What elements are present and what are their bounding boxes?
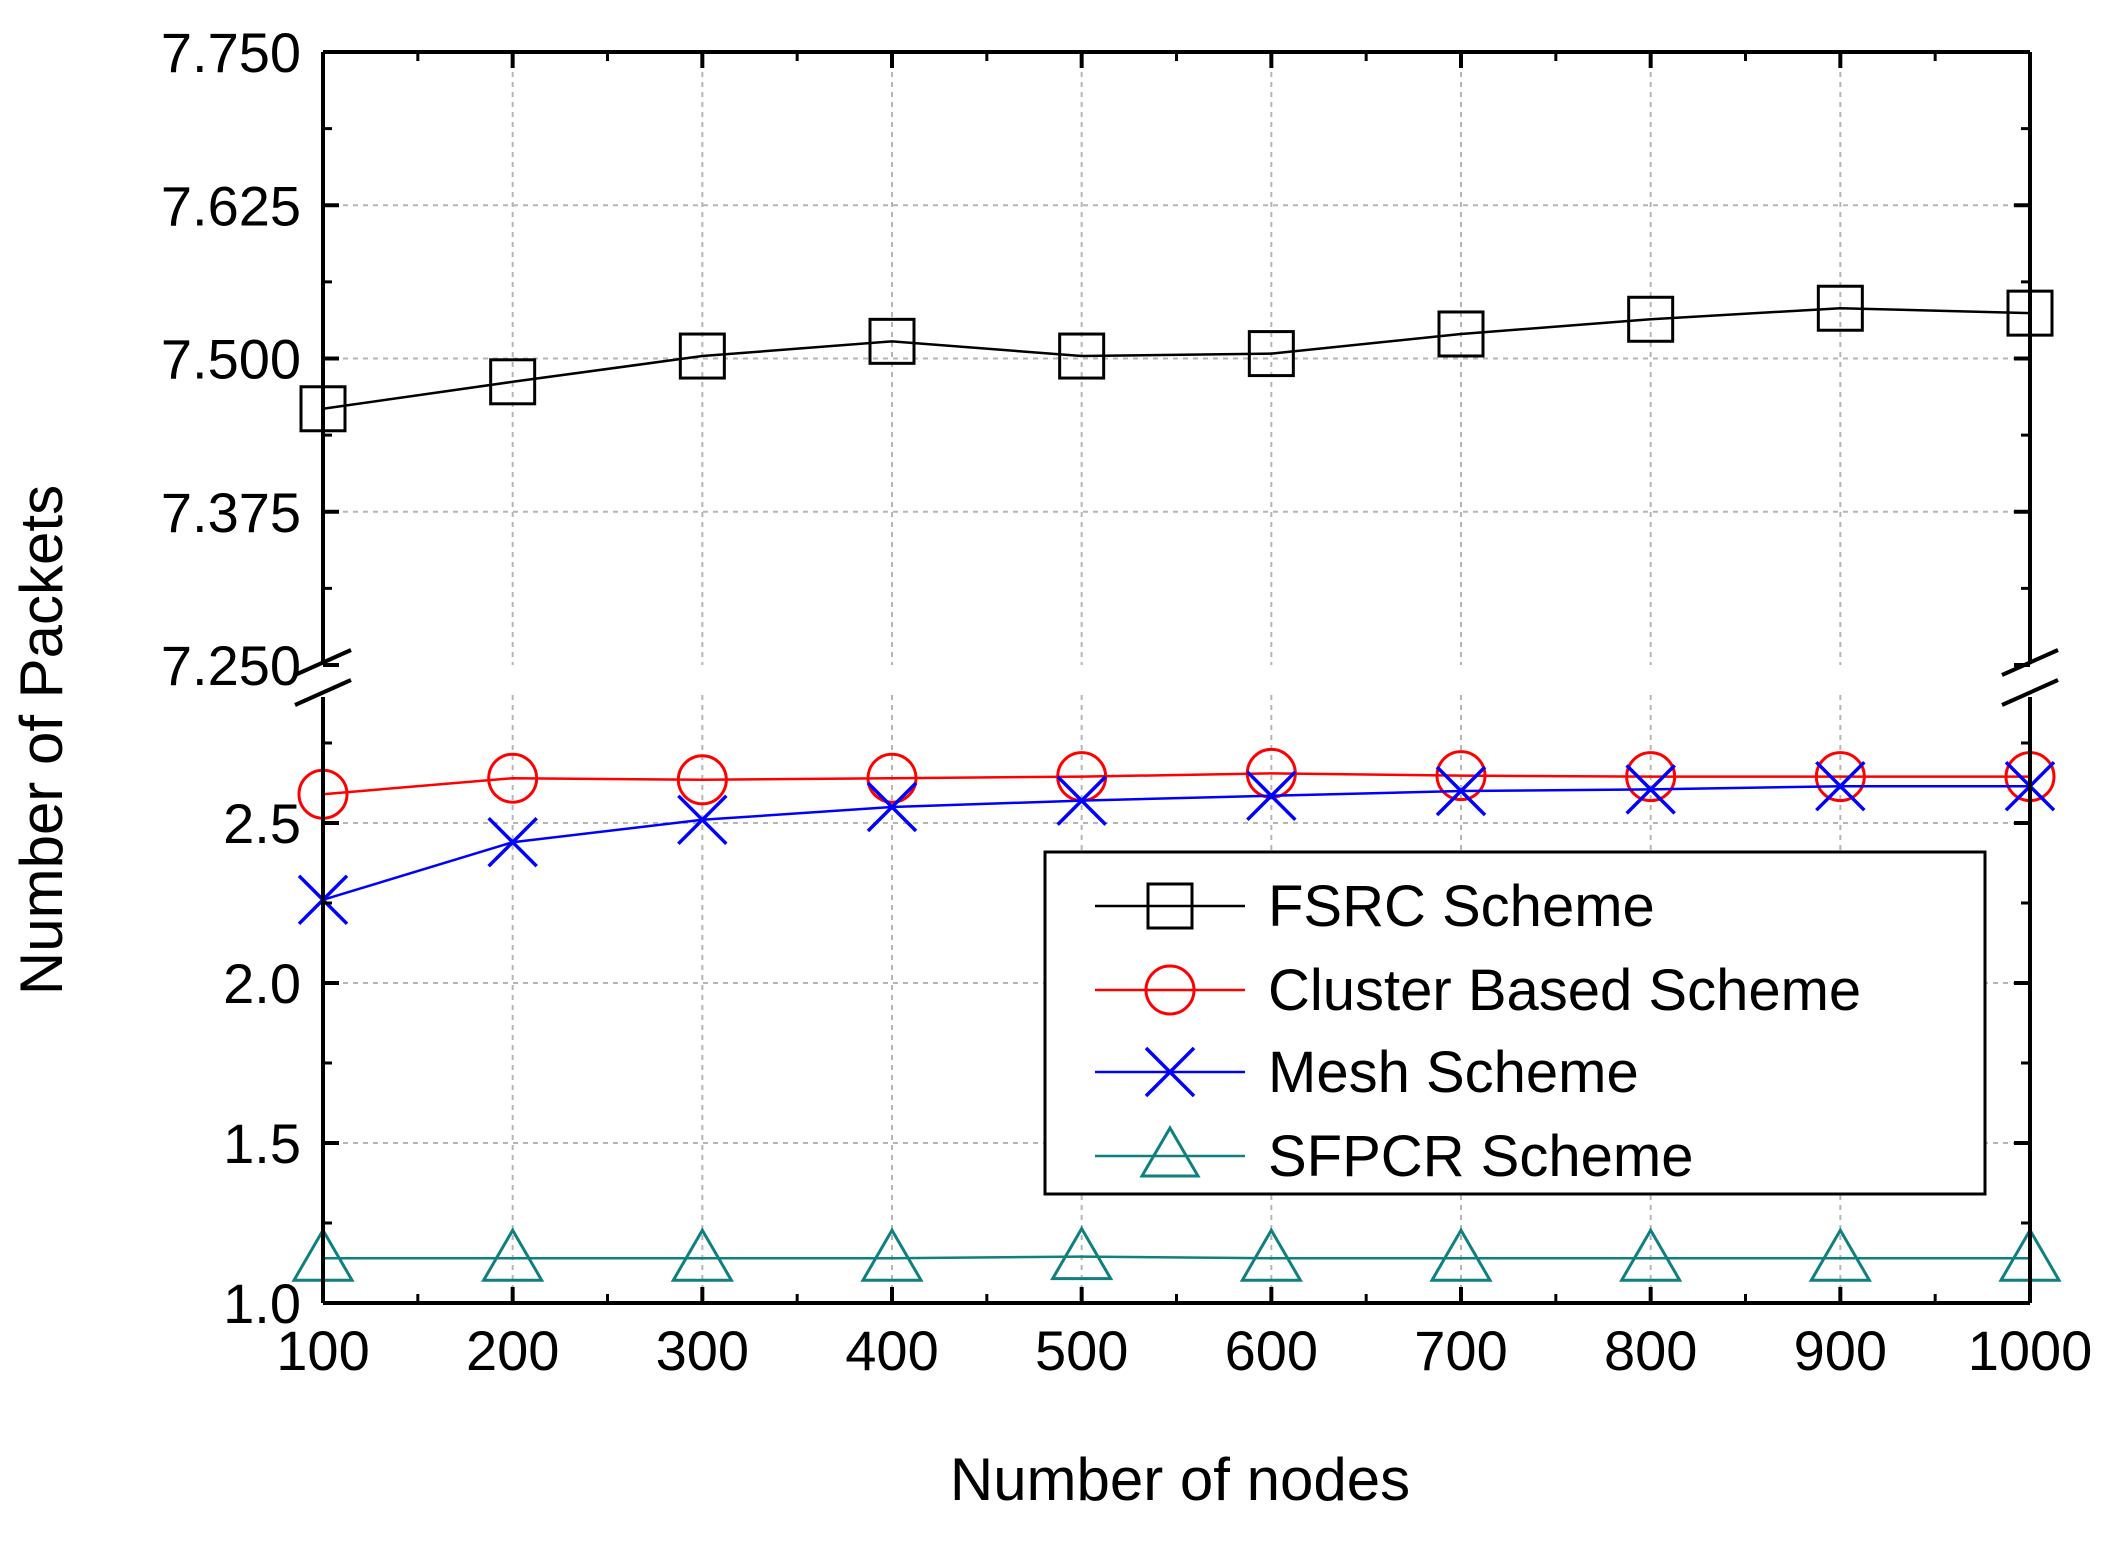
data-point-0-5 <box>1247 330 1295 378</box>
x-tick-label: 1000 <box>1968 1319 2093 1382</box>
data-point-1-3 <box>866 752 918 804</box>
y-tick-label-upper: 7.750 <box>161 21 301 84</box>
data-point-1-2 <box>676 754 728 806</box>
axis-break-right-1 <box>2001 648 2059 677</box>
series-line-3 <box>323 1255 2030 1260</box>
x-tick-label: 200 <box>466 1319 559 1382</box>
legend-label-fsrc: FSRC Scheme <box>1268 874 1655 939</box>
data-point-2-3 <box>866 781 918 833</box>
series-line-1 <box>322 772 2030 796</box>
legend-box <box>1043 850 1987 1196</box>
data-point-3-7 <box>1619 1227 1683 1282</box>
data-point-2-7 <box>1625 764 1676 815</box>
axes <box>294 50 2059 1305</box>
legend-label-mesh: Mesh Scheme <box>1268 1040 1639 1105</box>
data-point-0-6 <box>1437 310 1485 358</box>
data-point-3-6 <box>1429 1227 1493 1282</box>
y-tick-label-upper: 7.500 <box>161 328 301 391</box>
legend-marker-sfpcr <box>1139 1125 1201 1178</box>
axis-break-left-1 <box>294 648 352 677</box>
legend-marker-mesh <box>1144 1046 1196 1098</box>
series-1 <box>297 747 2056 820</box>
data-point-0-2 <box>678 332 726 380</box>
data-point-2-1 <box>487 816 538 868</box>
data-point-3-3 <box>860 1227 924 1282</box>
data-point-3-1 <box>481 1227 545 1282</box>
series-line-2 <box>322 784 2030 901</box>
y-tick-label-lower: 1.5 <box>223 1112 301 1175</box>
y-tick-label-lower: 2.5 <box>223 792 301 855</box>
legend-marker-cluster <box>1144 964 1196 1016</box>
tick-labels: 100 200 300 400 500 600 700 800 900 1000 7.250 7.37… <box>161 21 2092 1382</box>
legend-label-sfpcr: SFPCR Scheme <box>1268 1124 1693 1189</box>
data-point-0-3 <box>868 317 916 365</box>
data-point-1-6 <box>1435 750 1487 802</box>
x-tick-label: 300 <box>656 1319 749 1382</box>
legend-label-cluster: Cluster Based Scheme <box>1268 958 1861 1023</box>
x-tick-label: 600 <box>1225 1319 1318 1382</box>
data-point-2-5 <box>1246 770 1297 822</box>
data-point-0-8 <box>1816 284 1864 332</box>
series-line-0 <box>322 306 2031 411</box>
data-point-0-7 <box>1627 295 1675 343</box>
legend-entry-mesh: Mesh Scheme <box>1095 1040 1639 1105</box>
legend: FSRC Scheme Cluster Based Scheme Mesh Sc… <box>1043 850 1987 1196</box>
axis-break-right-2 <box>2001 678 2059 707</box>
legend-marker-fsrc <box>1146 882 1194 930</box>
data-point-2-2 <box>677 794 728 846</box>
series-layer <box>291 284 2062 1282</box>
data-point-2-8 <box>1815 760 1866 812</box>
x-tick-label: 900 <box>1794 1319 1887 1382</box>
data-point-3-2 <box>670 1227 734 1282</box>
y-tick-label-upper: 7.625 <box>161 174 301 237</box>
y-tick-label-upper: 7.375 <box>161 481 301 544</box>
data-point-3-4 <box>1050 1225 1114 1281</box>
data-point-2-4 <box>1056 775 1107 826</box>
data-point-0-4 <box>1058 332 1106 380</box>
data-point-3-5 <box>1239 1227 1303 1282</box>
data-point-3-8 <box>1808 1227 1872 1282</box>
x-tick-label: 400 <box>845 1319 938 1382</box>
series-3 <box>291 1225 2062 1282</box>
y-tick-label-lower: 1.0 <box>223 1272 301 1335</box>
data-point-1-8 <box>1814 751 1866 803</box>
x-tick-label: 700 <box>1414 1319 1507 1382</box>
x-tick-label: 100 <box>276 1319 369 1382</box>
legend-entry-cluster: Cluster Based Scheme <box>1095 958 1861 1023</box>
y-axis-title: Number of Packets <box>8 485 75 995</box>
axis-break-left-2 <box>294 678 352 707</box>
data-point-1-1 <box>487 752 539 804</box>
x-tick-label: 800 <box>1604 1319 1697 1382</box>
x-axis-title: Number of nodes <box>950 1446 1410 1513</box>
legend-entry-sfpcr: SFPCR Scheme <box>1095 1124 1693 1189</box>
data-point-1-7 <box>1625 751 1677 803</box>
y-tick-label-upper: 7.250 <box>161 634 301 697</box>
data-point-0-1 <box>489 358 537 406</box>
data-point-2-6 <box>1435 765 1487 817</box>
x-tick-label: 500 <box>1035 1319 1128 1382</box>
legend-entry-fsrc: FSRC Scheme <box>1095 874 1655 939</box>
y-tick-label-lower: 2.0 <box>223 952 301 1015</box>
